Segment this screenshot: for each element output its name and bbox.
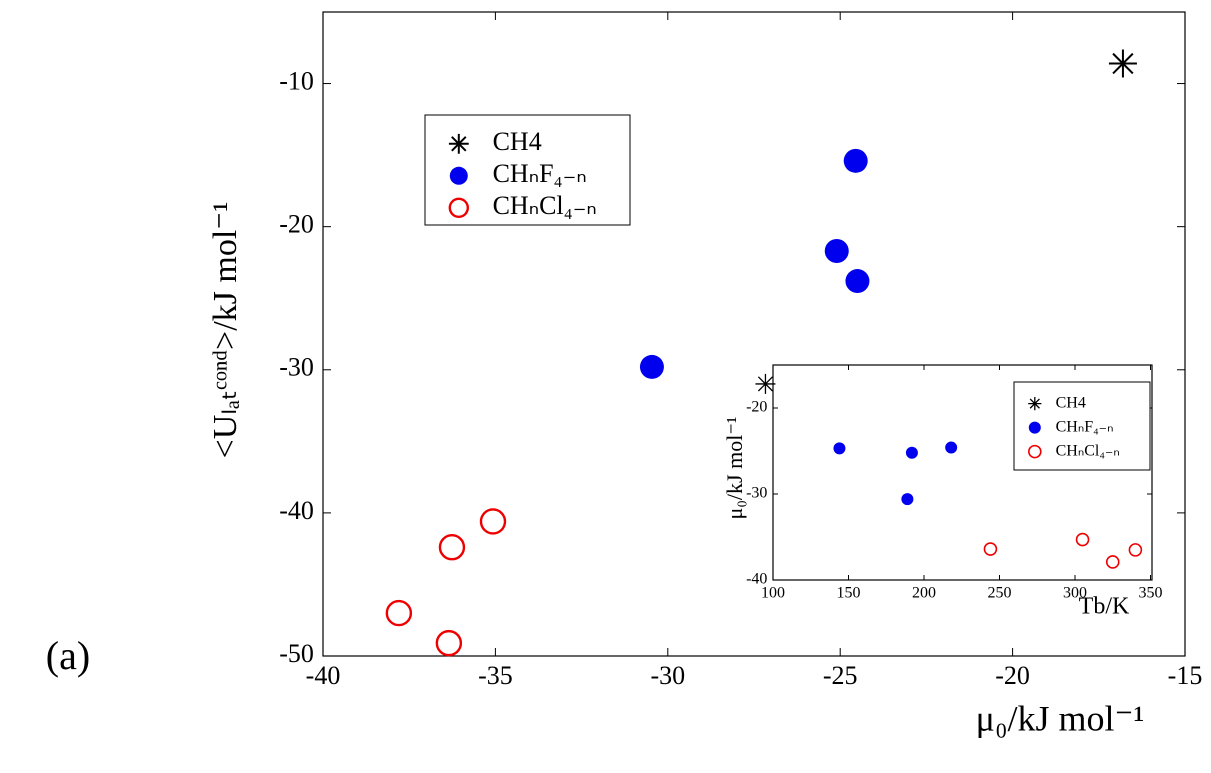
x-tick-label: -30: [650, 661, 685, 690]
plot: 100 150 200 250 300 350 -20 -30 -40 Tb/K μ₀/kJ mol…: [722, 364, 1162, 620]
x-tick-label: 100: [761, 584, 785, 601]
star-marker: [448, 133, 469, 154]
legend: CH4 CHₙF₄₋ₙ CHₙCl₄₋ₙ: [424, 114, 631, 226]
circle-marker: [945, 441, 958, 454]
y-axis-label: <Uₗₐₜᶜᵒⁿᵈ>/kJ mol⁻¹: [207, 202, 244, 459]
circle-marker: [845, 269, 870, 294]
circle-marker: [901, 493, 914, 506]
star-marker: [755, 373, 776, 394]
y-tick-label: -40: [279, 496, 314, 525]
open-circle-marker: [1075, 532, 1090, 547]
x-tick-label: 150: [836, 584, 860, 601]
open-circle-marker: [1105, 555, 1120, 569]
open-circle-marker: [385, 599, 413, 627]
legend-label: CHₙCl₄₋ₙ: [493, 191, 597, 220]
y-tick-label: -20: [746, 399, 767, 416]
x-tick-label: -15: [1168, 661, 1203, 690]
legend-label: CHₙCl₄₋ₙ: [1056, 442, 1120, 459]
x-axis-label: Tb/K: [1079, 594, 1130, 620]
y-tick-label: -20: [279, 210, 314, 239]
x-tick-label: 350: [1138, 584, 1162, 601]
circle-marker: [833, 442, 846, 455]
open-circle-marker: [448, 197, 469, 219]
y-tick-label: -30: [279, 353, 314, 382]
open-circle-marker: [983, 542, 998, 556]
open-circle-marker: [438, 534, 466, 561]
x-tick-label: -20: [995, 661, 1030, 690]
circle-marker: [1028, 421, 1041, 434]
y-tick-label: -40: [746, 571, 767, 588]
open-circle-marker: [479, 508, 507, 535]
circle-marker: [905, 446, 918, 459]
x-tick-label: -35: [478, 661, 513, 690]
y-tick-label: -10: [279, 67, 314, 96]
circle-marker: [843, 148, 868, 173]
y-tick-label: -50: [279, 639, 314, 668]
x-tick-label: -25: [823, 661, 858, 690]
legend-label: CH4: [1056, 394, 1086, 411]
open-circle-marker: [1028, 444, 1042, 459]
x-tick-label: 250: [987, 584, 1011, 601]
circle-marker: [449, 166, 468, 185]
legend: CH4 CHₙF₄₋ₙ CHₙCl₄₋ₙ: [1013, 381, 1151, 471]
circle-marker: [639, 354, 664, 379]
x-tick-label: -40: [306, 661, 341, 690]
open-circle-marker: [435, 629, 463, 657]
star-marker: [1028, 397, 1042, 411]
legend-label: CH4: [493, 127, 542, 156]
star-marker: [1108, 49, 1137, 78]
open-circle-marker: [1128, 543, 1143, 557]
legend-label: CHₙF₄₋ₙ: [493, 159, 587, 188]
x-tick-label: 200: [912, 584, 936, 601]
panel-label: (a): [46, 633, 90, 678]
circle-marker: [824, 238, 849, 263]
x-tick-label: 300: [1063, 584, 1087, 601]
y-axis-label: μ₀/kJ mol⁻¹: [722, 416, 747, 519]
legend-label: CHₙF₄₋ₙ: [1056, 418, 1114, 435]
x-axis-label: μ₀/kJ mol⁻¹: [976, 698, 1145, 738]
y-tick-label: -30: [746, 485, 767, 502]
